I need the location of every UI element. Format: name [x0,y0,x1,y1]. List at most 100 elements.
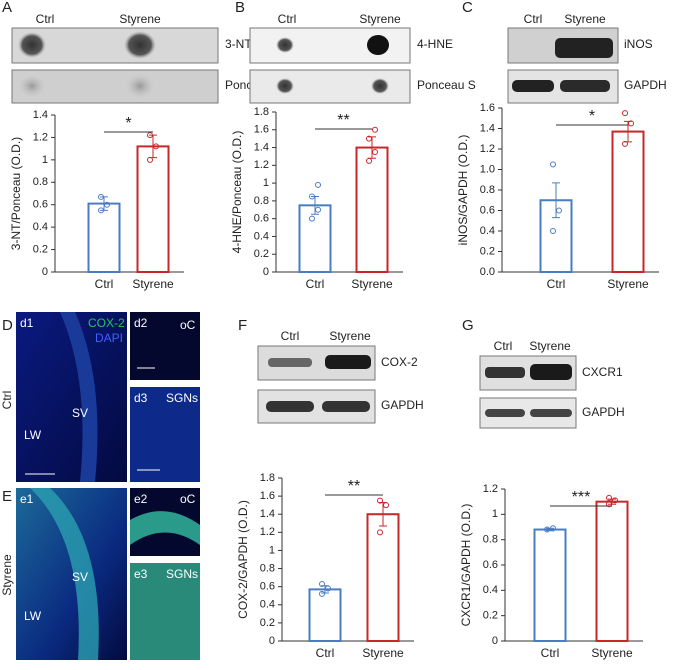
data-point [98,207,104,214]
data-point [309,193,315,200]
panel-letter: C [462,0,473,16]
data-point [377,529,383,536]
data-point [319,590,325,597]
band-label: 4-HNE [417,37,453,51]
y-tick-label: 0.6 [483,559,498,571]
panel-letter: F [238,317,247,334]
x-tick-label: Styrene [351,277,393,291]
y-tick-label: 1.6 [480,102,495,114]
data-point [104,201,110,208]
band-label: COX-2 [381,355,418,369]
y-tick-label: 0.8 [260,562,275,574]
x-tick-label: Ctrl [306,277,325,291]
y-tick-label: 1.4 [260,508,275,520]
image-label: LW [24,428,42,442]
y-tick-label: 0.2 [480,245,495,257]
data-point [606,494,612,501]
significance-label: *** [572,489,591,506]
band-label: GAPDH [582,405,625,419]
y-tick-label: 1 [263,177,269,189]
x-tick-label: Ctrl [316,646,335,660]
bar [298,204,332,273]
bar [87,202,121,273]
data-point [550,228,556,234]
y-tick-label: 1 [269,544,275,556]
data-point [550,525,556,532]
y-tick-label: 0 [263,266,269,278]
row-label: Ctrl [0,391,14,410]
y-tick-label: 1.2 [483,483,498,495]
image-label: oC [180,492,196,506]
y-tick-label: 1.8 [260,472,275,484]
y-tick-label: 0.2 [483,610,498,622]
y-tick-label: 0.2 [33,243,48,255]
y-tick-label: 0.2 [260,617,275,629]
y-tick-label: 0.4 [260,599,275,611]
panel-letter: D [2,317,13,334]
blot-A: Ctrl Styrene 3-NT Ponceau S [11,12,284,104]
bar [136,145,170,273]
data-point [98,193,104,200]
y-tick-label: 0 [492,635,498,647]
data-point [372,126,378,133]
bar [366,513,400,643]
panel-letter: G [462,317,474,334]
band-label: CXCR1 [582,365,623,379]
lane-label: Styrene [359,12,401,26]
y-tick-label: 1.2 [254,159,269,171]
y-tick-label: 1 [492,508,498,520]
panel-letter: A [2,0,12,16]
data-point [606,501,612,508]
band-label: GAPDH [381,398,424,412]
y-tick-label: 1.8 [254,106,269,118]
data-point [315,206,321,213]
y-tick-label: 0.0 [480,266,495,278]
image-label: COX-2 [88,316,125,330]
band-label: GAPDH [624,78,667,92]
y-tick-label: 0.8 [254,195,269,207]
blot-F: Ctrl Styrene COX-2 GAPDH [257,329,424,424]
y-tick-label: 1.2 [33,131,48,143]
lane-label: Styrene [529,339,571,353]
data-point [612,497,618,504]
data-point [544,526,550,533]
data-point [309,215,315,222]
y-tick-label: 0.2 [254,248,269,260]
lane-label: Styrene [329,329,371,343]
band-label: iNOS [624,37,653,51]
data-point [147,156,153,163]
y-tick-label: 1.2 [480,143,495,155]
lane-label: Ctrl [278,12,297,26]
band-label: 3-NT [225,37,252,51]
y-tick-label: 0.8 [33,176,48,188]
y-tick-label: 0.4 [483,584,498,596]
data-point [147,132,153,139]
x-tick-label: Styrene [607,277,649,291]
data-point [153,143,159,150]
data-point [622,110,628,117]
data-point [383,502,389,509]
y-axis-label: 4-HNE/Ponceau (O.D.) [230,131,244,254]
bar [308,588,342,643]
y-tick-label: 1 [42,154,48,166]
data-point [325,585,331,592]
y-tick-label: 0 [42,266,48,278]
y-axis-label: CXCR1/GAPDH (O.D.) [459,504,473,627]
blot-G: Ctrl Styrene CXCR1 GAPDH [479,339,625,429]
bar [355,146,389,273]
x-tick-label: Styrene [362,646,404,660]
data-point [628,120,634,127]
significance-label: * [589,108,595,125]
x-tick-label: Styrene [591,646,633,660]
image-label: e1 [20,492,34,506]
significance-label: ** [337,112,349,129]
y-tick-label: 0.6 [260,581,275,593]
y-tick-label: 1.6 [254,124,269,136]
y-tick-label: 0.4 [254,230,269,242]
y-tick-label: 0.8 [480,184,495,196]
lane-label: Ctrl [494,339,513,353]
bar [595,500,629,642]
data-point [366,135,372,142]
image-label: d3 [134,391,148,405]
error-bar [552,182,560,219]
